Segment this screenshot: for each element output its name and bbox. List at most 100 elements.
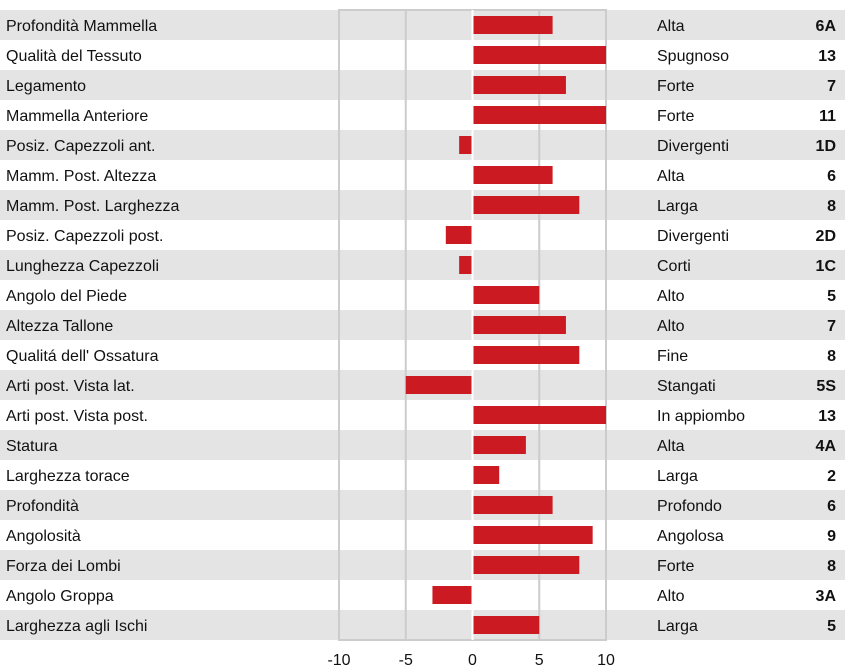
bar	[472, 196, 580, 214]
row-band	[0, 70, 845, 100]
row-band	[0, 430, 845, 460]
row-band	[0, 190, 845, 220]
bar	[459, 136, 473, 154]
bar	[472, 436, 526, 454]
row-band	[0, 250, 845, 280]
bar	[472, 46, 606, 64]
trait-label: Angolo Groppa	[6, 588, 114, 605]
value-label: 8	[827, 348, 836, 365]
description-label: Larga	[657, 618, 698, 635]
x-tick-label: 0	[468, 652, 477, 665]
trait-label: Arti post. Vista lat.	[6, 378, 135, 395]
bar	[472, 496, 553, 514]
row-band	[0, 550, 845, 580]
bar	[432, 586, 473, 604]
value-label: 3A	[816, 588, 837, 605]
x-tick-label: -5	[399, 652, 413, 665]
trait-label: Qualità del Tessuto	[6, 48, 142, 65]
description-label: Corti	[657, 258, 691, 275]
trait-label: Statura	[6, 438, 58, 455]
trait-label: Profondità	[6, 498, 79, 515]
description-labels: Alta Spugnoso Forte Forte Divergenti Alta Larg…	[657, 18, 745, 635]
bar	[472, 556, 580, 574]
bar	[472, 466, 500, 484]
bar	[472, 406, 606, 424]
value-label: 7	[827, 318, 836, 335]
bar	[405, 376, 473, 394]
value-label: 2D	[816, 228, 836, 245]
bar	[472, 16, 553, 34]
trait-label: Mamm. Post. Larghezza	[6, 198, 180, 215]
description-label: Divergenti	[657, 228, 729, 245]
row-band	[0, 490, 845, 520]
x-tick-label: -10	[327, 652, 350, 665]
trait-label: Posiz. Capezzoli ant.	[6, 138, 155, 155]
bar	[472, 526, 593, 544]
description-label: Divergenti	[657, 138, 729, 155]
bar	[472, 616, 540, 634]
bar-series	[405, 16, 606, 634]
trait-labels: Profondità Mammella Qualità del Tessuto Le…	[6, 18, 180, 635]
trait-label: Altezza Tallone	[6, 318, 113, 335]
trait-label: Legamento	[6, 78, 86, 95]
x-axis-ticks: -10 -5 0 5 10	[327, 652, 615, 665]
description-label: Spugnoso	[657, 48, 729, 65]
row-band	[0, 610, 845, 640]
trait-label: Larghezza agli Ischi	[6, 618, 147, 635]
trait-label: Forza dei Lombi	[6, 558, 121, 575]
value-label: 1D	[816, 138, 836, 155]
value-label: 8	[827, 558, 836, 575]
description-label: Alta	[657, 168, 685, 185]
bar	[472, 166, 553, 184]
value-label: 8	[827, 198, 836, 215]
row-band	[0, 10, 845, 40]
description-label: In appiombo	[657, 408, 745, 425]
description-label: Alto	[657, 318, 685, 335]
bar	[472, 316, 566, 334]
trait-label: Mammella Anteriore	[6, 108, 148, 125]
value-label: 11	[819, 108, 836, 125]
trait-label: Angolosità	[6, 528, 81, 545]
description-label: Fine	[657, 348, 688, 365]
row-band	[0, 310, 845, 340]
description-label: Alto	[657, 588, 685, 605]
trait-label: Lunghezza Capezzoli	[6, 258, 159, 275]
value-label: 5	[827, 288, 836, 305]
value-label: 6A	[816, 18, 837, 35]
bar	[472, 286, 540, 304]
value-label: 9	[827, 528, 836, 545]
trait-label: Larghezza torace	[6, 468, 130, 485]
description-label: Alto	[657, 288, 685, 305]
bar	[472, 106, 606, 124]
value-label: 4A	[816, 438, 837, 455]
bar	[459, 256, 473, 274]
description-label: Forte	[657, 108, 694, 125]
trait-label: Posiz. Capezzoli post.	[6, 228, 163, 245]
trait-label: Arti post. Vista post.	[6, 408, 148, 425]
bar	[445, 226, 473, 244]
description-label: Alta	[657, 438, 685, 455]
value-label: 2	[827, 468, 836, 485]
row-band	[0, 130, 845, 160]
description-label: Larga	[657, 468, 698, 485]
x-tick-label: 10	[597, 652, 615, 665]
value-labels: 6A 13 7 11 1D 6 8 2D 1C 5 7 8 5S 13 4A 2 6 9 8 3A 5	[816, 18, 837, 635]
description-label: Larga	[657, 198, 698, 215]
description-label: Stangati	[657, 378, 716, 395]
description-label: Alta	[657, 18, 685, 35]
trait-label: Angolo del Piede	[6, 288, 127, 305]
description-label: Profondo	[657, 498, 722, 515]
bar	[472, 76, 566, 94]
value-label: 6	[827, 498, 836, 515]
value-label: 5S	[816, 378, 836, 395]
trait-label: Qualitá dell' Ossatura	[6, 348, 159, 365]
x-tick-label: 5	[535, 652, 544, 665]
value-label: 13	[818, 408, 836, 425]
value-label: 5	[827, 618, 836, 635]
value-label: 6	[827, 168, 836, 185]
value-label: 1C	[816, 258, 837, 275]
value-label: 13	[818, 48, 836, 65]
description-label: Forte	[657, 78, 694, 95]
trait-label: Mamm. Post. Altezza	[6, 168, 156, 185]
